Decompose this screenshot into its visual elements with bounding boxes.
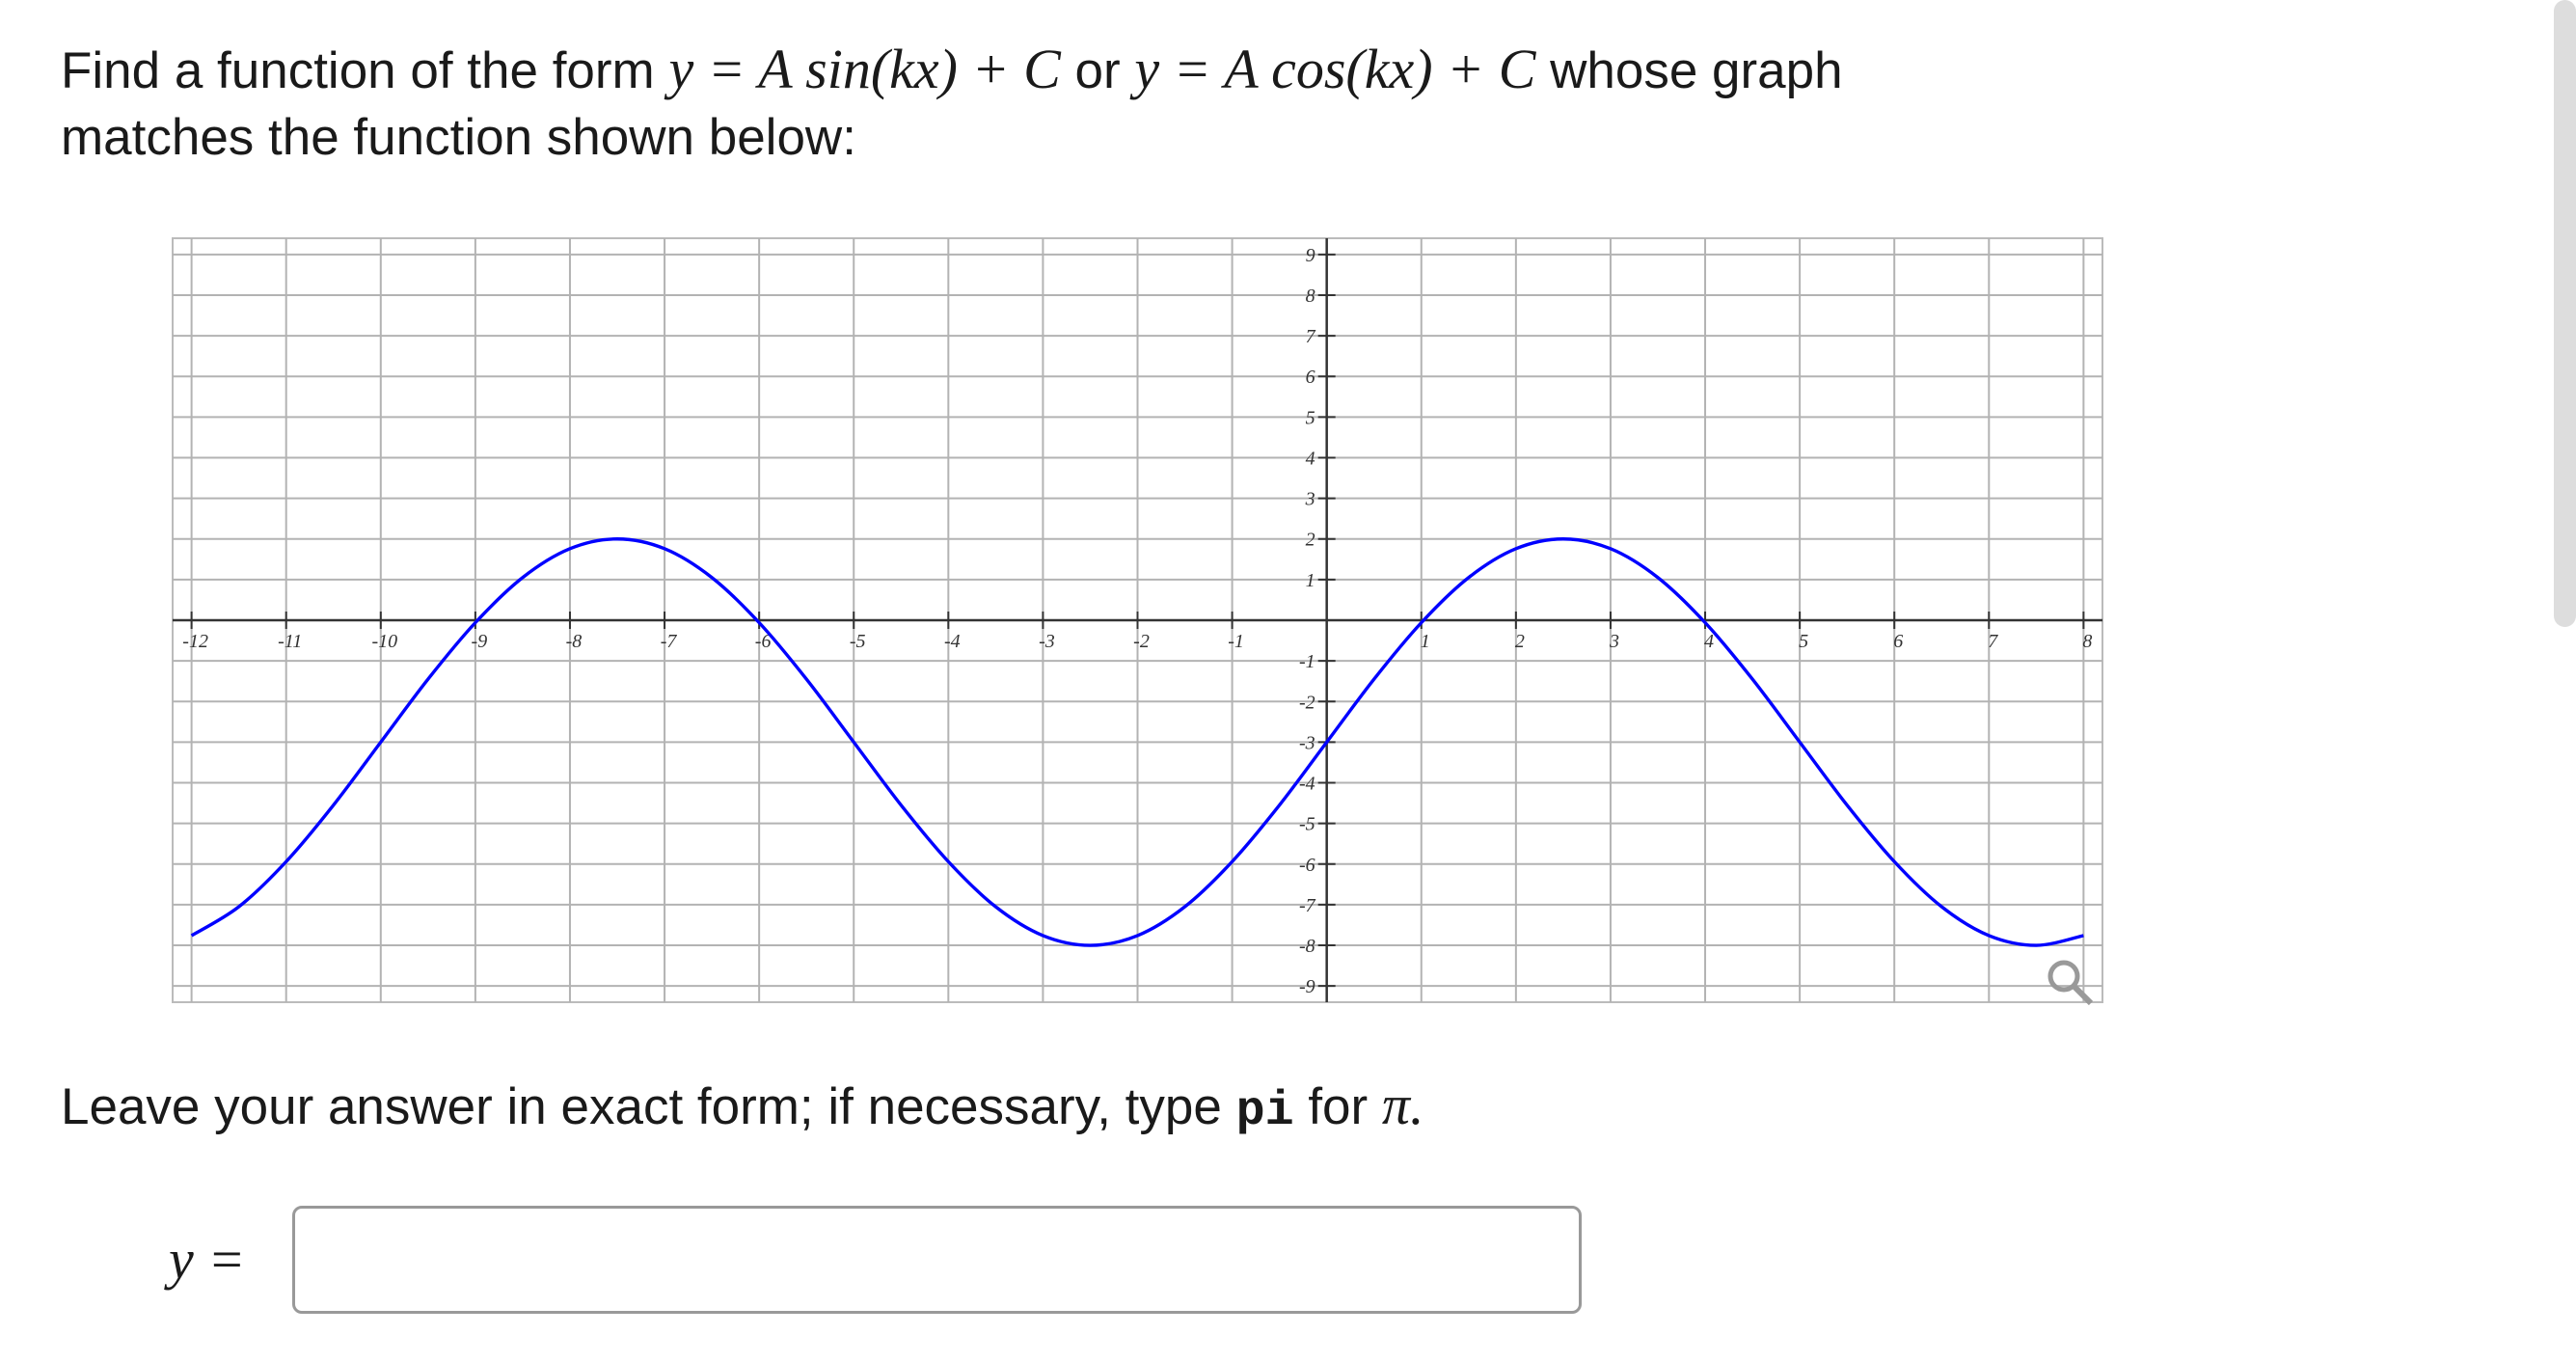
y-tick-label: 8 xyxy=(1306,286,1315,307)
zoom-icon[interactable] xyxy=(2047,960,2094,1006)
answer-input[interactable] xyxy=(292,1206,1582,1314)
math-form: y = A sin(kx) + C xyxy=(668,38,1061,100)
x-tick-label: -6 xyxy=(755,631,772,652)
y-tick-label: 7 xyxy=(1306,326,1316,347)
x-tick-label: 7 xyxy=(1988,631,1998,652)
y-tick-label: -4 xyxy=(1299,774,1315,795)
x-tick-label: 5 xyxy=(1799,631,1808,652)
question-text: whose graph xyxy=(1550,42,1843,99)
function-curve xyxy=(190,537,2084,947)
x-tick-label: 2 xyxy=(1515,631,1525,652)
y-tick-label: -5 xyxy=(1299,814,1315,835)
x-tick-label: 8 xyxy=(2082,631,2092,652)
y-tick-label: -6 xyxy=(1299,855,1315,876)
x-tick-label: 3 xyxy=(1609,631,1619,652)
y-tick-label: 4 xyxy=(1306,448,1315,469)
x-tick-label: -11 xyxy=(278,631,302,652)
y-tick-label: 1 xyxy=(1306,570,1315,591)
y-tick-label: 2 xyxy=(1306,530,1315,551)
instruction-code: pi xyxy=(1235,1084,1294,1139)
y-tick-label: -1 xyxy=(1299,651,1315,672)
answer-label: y = xyxy=(169,1228,246,1291)
x-tick-label: 4 xyxy=(1704,631,1714,652)
instruction-symbol: π. xyxy=(1381,1074,1424,1136)
math-form: y = A cos(kx) + C xyxy=(1134,38,1536,100)
x-tick-label: 1 xyxy=(1421,631,1430,652)
scrollbar[interactable] xyxy=(2554,0,2576,627)
instruction-text: for xyxy=(1308,1078,1369,1135)
graph: -12 -11 -10 -9 -8 -7 -6 -5 -4 -3 -2 -1 1 2 3 4 5 6 7 8-9-8-… xyxy=(172,237,2103,1006)
y-tick-label: 5 xyxy=(1306,407,1315,428)
x-tick-label: -12 xyxy=(182,631,208,652)
instruction-line: Leave your answer in exact form; if nece… xyxy=(61,1073,1424,1139)
y-tick-label: -9 xyxy=(1299,976,1315,997)
x-tick-label: -2 xyxy=(1133,631,1150,652)
y-tick-label: 9 xyxy=(1306,245,1315,266)
question-text: Find a function of the form xyxy=(61,42,655,99)
x-tick-label: -8 xyxy=(566,631,583,652)
x-tick-label: 6 xyxy=(1893,631,1903,652)
x-tick-label: -3 xyxy=(1039,631,1055,652)
question-text: matches the function shown below: xyxy=(61,109,856,166)
y-tick-label: -8 xyxy=(1299,936,1315,957)
x-tick-label: -10 xyxy=(371,631,397,652)
y-tick-label: 3 xyxy=(1305,489,1315,510)
question-line: Find a function of the form y = A sin(kx… xyxy=(61,37,1843,101)
question-text: or xyxy=(1074,42,1121,99)
instruction-text: Leave your answer in exact form; if nece… xyxy=(61,1078,1222,1135)
x-tick-label: -4 xyxy=(944,631,961,652)
x-tick-label: -1 xyxy=(1228,631,1244,652)
y-tick-label: -2 xyxy=(1299,692,1315,713)
x-tick-label: -7 xyxy=(661,631,678,652)
x-tick-label: -5 xyxy=(850,631,866,652)
y-tick-label: -7 xyxy=(1299,895,1316,916)
x-tick-label: -9 xyxy=(472,631,488,652)
y-tick-label: -3 xyxy=(1299,732,1315,753)
y-tick-label: 6 xyxy=(1306,367,1315,388)
